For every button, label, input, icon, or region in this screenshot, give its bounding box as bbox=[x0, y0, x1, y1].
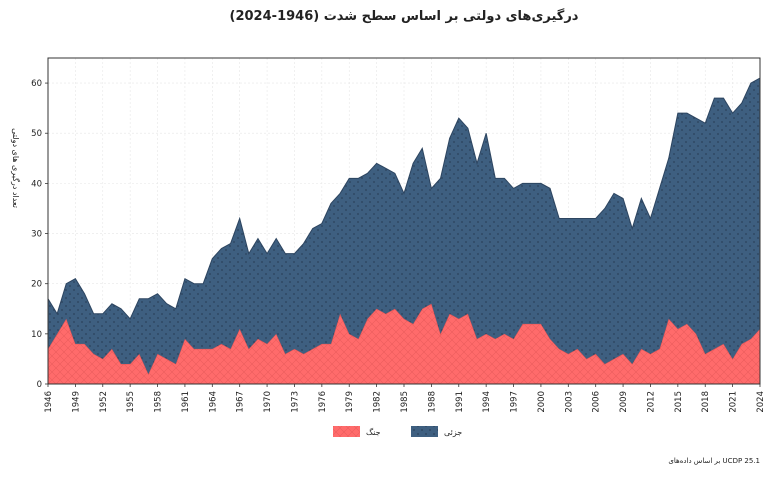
x-tick-label: 1970 bbox=[263, 391, 273, 413]
legend: جنگ جزئی bbox=[333, 426, 462, 437]
x-tick-label: 1976 bbox=[318, 391, 328, 413]
x-tick-label: 1961 bbox=[181, 391, 191, 413]
x-tick-label: 2018 bbox=[701, 391, 711, 413]
series-areas bbox=[47, 77, 761, 384]
y-tick-label: 40 bbox=[31, 179, 42, 189]
x-tick-label: 1958 bbox=[154, 391, 164, 413]
y-tick-label: 50 bbox=[31, 129, 42, 139]
source-note: بر اساس داده‌های UCDP 25.1 bbox=[668, 457, 760, 465]
x-tick-label: 1949 bbox=[71, 391, 81, 413]
x-tick-label: 1946 bbox=[44, 391, 54, 413]
y-tick-label: 0 bbox=[37, 380, 42, 390]
x-tick-label: 1955 bbox=[126, 391, 136, 413]
x-tick-label: 2015 bbox=[674, 391, 684, 413]
y-axis-label: تعداد درگیری های دولتی bbox=[11, 128, 21, 208]
axes: 0 10 20 30 40 50 60 1946 1949 1952 1955 1958 1961 196… bbox=[31, 79, 766, 413]
x-tick-label: 2006 bbox=[592, 391, 602, 413]
x-tick-label: 1988 bbox=[427, 391, 437, 413]
legend-item-war: جنگ bbox=[333, 426, 381, 437]
x-tick-label: 1952 bbox=[99, 391, 109, 413]
legend-swatch bbox=[333, 426, 360, 437]
legend-item-minor: جزئی bbox=[411, 426, 462, 437]
x-tick-label: 2021 bbox=[729, 391, 739, 413]
x-tick-label: 1985 bbox=[400, 391, 410, 413]
x-tick-label: 1991 bbox=[455, 391, 465, 413]
x-tick-label: 1979 bbox=[345, 391, 355, 413]
y-tick-label: 10 bbox=[31, 330, 42, 340]
x-tick-label: 2009 bbox=[619, 391, 629, 413]
x-tick-label: 2003 bbox=[564, 391, 574, 413]
x-tick-label: 2012 bbox=[646, 391, 656, 413]
x-tick-label: 1982 bbox=[373, 391, 383, 413]
series-area-minor bbox=[47, 77, 761, 374]
x-tick-label: 1997 bbox=[510, 391, 520, 413]
x-tick-label: 2000 bbox=[537, 391, 547, 413]
series-line bbox=[47, 77, 761, 320]
x-tick-label: 1964 bbox=[208, 391, 218, 413]
legend-label: جزئی bbox=[444, 428, 462, 437]
y-tick-label: 20 bbox=[31, 280, 42, 290]
x-tick-label: 1973 bbox=[290, 391, 300, 413]
chart-title: درگیری‌های دولتی بر اساس سطح شدت (1946-2… bbox=[230, 8, 579, 24]
y-tick-label: 30 bbox=[31, 230, 42, 240]
x-tick-label: 1967 bbox=[236, 391, 246, 413]
x-tick-label: 1994 bbox=[482, 391, 492, 413]
x-tick-label: 2024 bbox=[756, 391, 766, 413]
legend-swatch bbox=[411, 426, 438, 437]
legend-label: جنگ bbox=[366, 427, 381, 437]
y-tick-label: 60 bbox=[31, 79, 42, 89]
